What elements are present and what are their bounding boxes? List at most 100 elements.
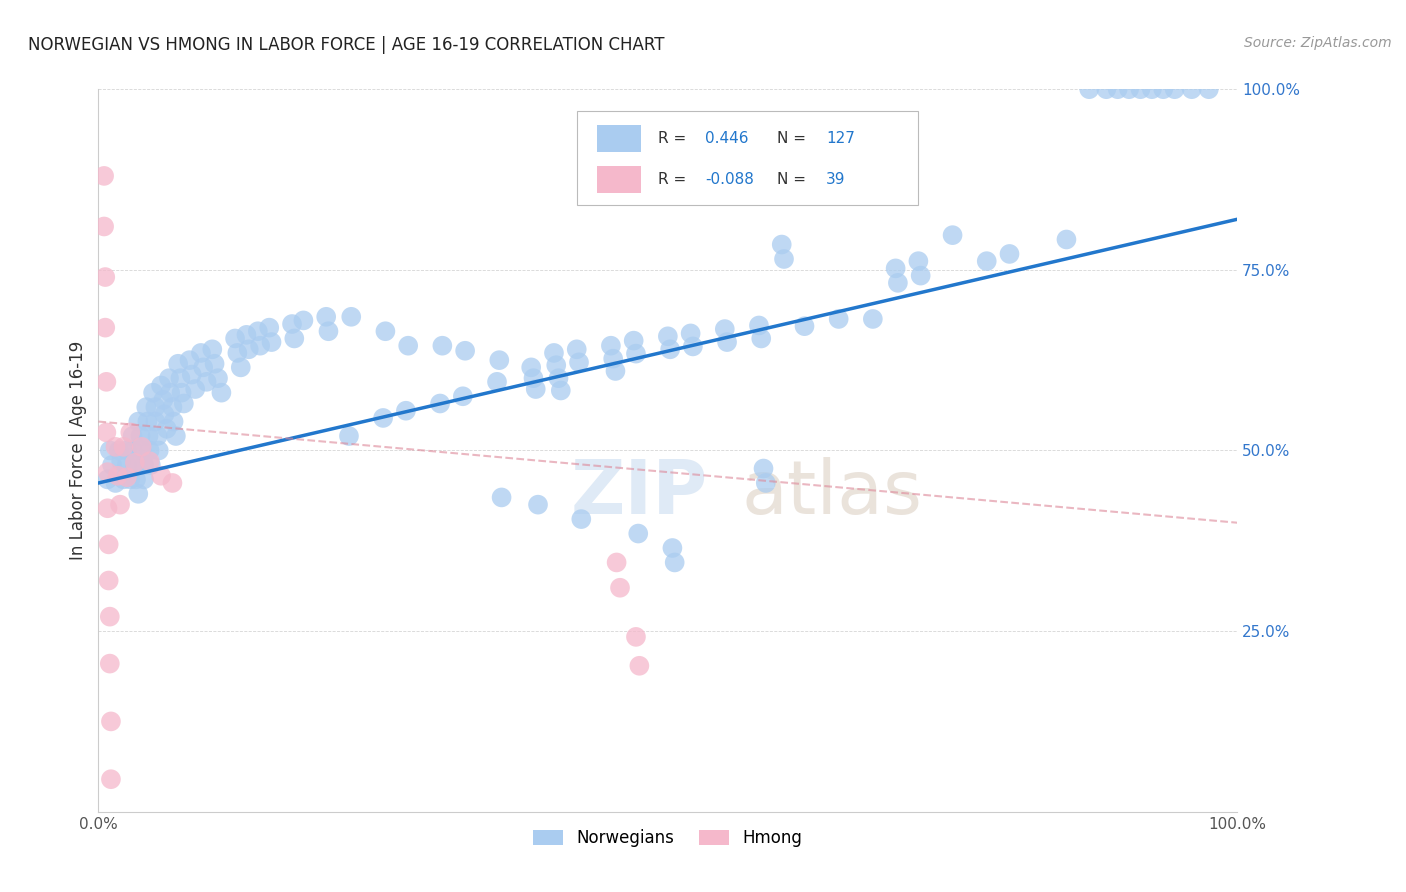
Point (520, 360, 543, 375)
Point (148, 443, 170, 458)
Point (315, 310, 337, 324)
FancyBboxPatch shape (598, 166, 641, 194)
Point (682, 339, 704, 353)
Point (138, 429, 160, 443)
Point (195, 375, 218, 389)
Point (207, 371, 229, 385)
Point (153, 407, 176, 421)
Point (543, 346, 565, 360)
Point (93, 219, 115, 234)
Point (157, 371, 180, 385)
Point (98, 609, 121, 624)
Text: NORWEGIAN VS HMONG IN LABOR FORCE | AGE 16-19 CORRELATION CHART: NORWEGIAN VS HMONG IN LABOR FORCE | AGE … (28, 36, 665, 54)
Point (173, 396, 195, 410)
Point (910, 268, 932, 283)
Point (395, 403, 418, 417)
Point (486, 375, 509, 389)
Point (976, 254, 998, 268)
Point (1095, 82, 1118, 96)
Point (1181, 82, 1204, 96)
Point (170, 385, 193, 400)
Point (226, 346, 249, 360)
Point (169, 371, 191, 385)
FancyBboxPatch shape (598, 125, 641, 152)
Point (628, 658, 651, 673)
Point (337, 429, 360, 443)
Point (371, 411, 394, 425)
Point (679, 326, 702, 341)
Point (1118, 82, 1140, 96)
Point (748, 318, 770, 333)
Point (664, 556, 686, 570)
Point (127, 487, 149, 501)
Point (659, 343, 682, 357)
Point (98, 657, 121, 671)
Point (657, 329, 679, 343)
Point (124, 458, 146, 472)
Point (96, 465, 118, 479)
Point (162, 400, 184, 414)
Point (569, 512, 592, 526)
Text: 127: 127 (827, 131, 855, 145)
Point (627, 526, 650, 541)
Point (107, 468, 129, 483)
Point (260, 334, 283, 349)
Point (246, 324, 269, 338)
Text: atlas: atlas (742, 458, 922, 531)
Point (623, 334, 645, 348)
Point (110, 454, 132, 468)
Point (127, 415, 149, 429)
Point (942, 228, 965, 243)
Point (142, 385, 165, 400)
Text: ZIP: ZIP (571, 458, 709, 531)
Point (609, 581, 631, 595)
Point (209, 385, 232, 400)
Point (121, 429, 143, 443)
Point (97, 574, 120, 588)
Point (115, 470, 138, 484)
Point (522, 371, 544, 385)
Point (129, 429, 152, 443)
Point (1078, 82, 1101, 96)
Point (292, 313, 315, 327)
Point (159, 385, 181, 400)
Point (184, 382, 207, 396)
Point (96, 375, 118, 389)
Point (112, 472, 135, 486)
Point (145, 400, 167, 414)
Point (156, 422, 179, 436)
Point (100, 714, 122, 729)
Point (568, 355, 591, 369)
Point (773, 252, 796, 266)
Point (828, 312, 851, 326)
Point (193, 360, 215, 375)
Point (93, 169, 115, 183)
Point (115, 443, 138, 458)
Point (165, 429, 187, 443)
Point (120, 425, 142, 440)
Point (201, 343, 224, 357)
Point (224, 331, 246, 345)
Text: Source: ZipAtlas.com: Source: ZipAtlas.com (1244, 36, 1392, 50)
Point (1107, 82, 1129, 96)
Point (340, 310, 363, 324)
Point (104, 475, 127, 490)
Point (98, 443, 121, 458)
Point (1129, 82, 1152, 96)
Point (235, 327, 257, 342)
Point (139, 458, 162, 472)
Point (396, 339, 419, 353)
Point (145, 415, 167, 429)
FancyBboxPatch shape (576, 111, 918, 205)
Point (238, 343, 260, 357)
Point (204, 357, 226, 371)
Text: 0.446: 0.446 (706, 131, 749, 145)
Point (115, 458, 138, 472)
Point (104, 440, 127, 454)
Point (565, 343, 588, 357)
Text: R =: R = (658, 172, 690, 187)
Text: N =: N = (778, 131, 811, 145)
Point (108, 443, 131, 458)
Point (190, 346, 212, 360)
Point (121, 443, 143, 458)
